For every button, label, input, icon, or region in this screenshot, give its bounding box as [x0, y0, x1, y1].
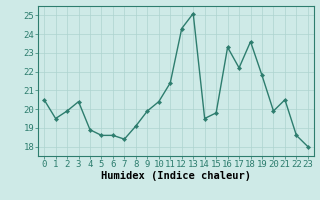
- X-axis label: Humidex (Indice chaleur): Humidex (Indice chaleur): [101, 171, 251, 181]
